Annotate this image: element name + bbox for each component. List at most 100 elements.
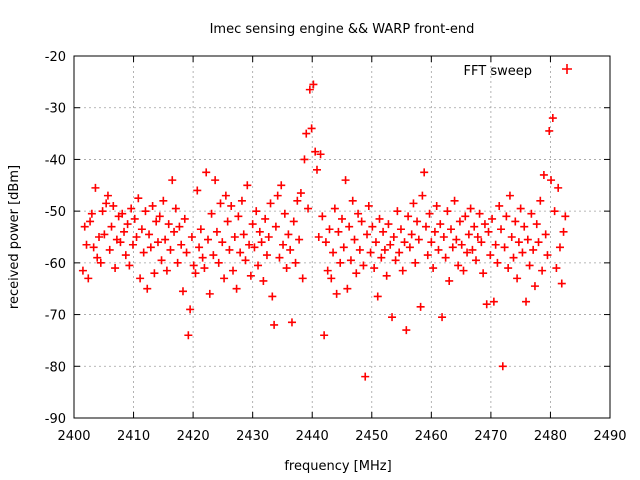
chart-title: Imec sensing engine && WARP front-end: [210, 22, 475, 37]
data-point: [289, 217, 298, 226]
data-point: [161, 235, 170, 244]
data-point: [325, 225, 334, 234]
data-point: [543, 251, 552, 260]
data-point: [318, 212, 327, 221]
data-point: [146, 243, 155, 252]
data-point: [480, 220, 489, 229]
data-point: [384, 220, 393, 229]
data-point: [530, 282, 539, 291]
data-point: [548, 114, 557, 123]
data-point: [109, 201, 118, 210]
data-point: [243, 181, 252, 190]
data-point: [277, 181, 286, 190]
data-point: [557, 279, 566, 288]
data-point: [502, 212, 511, 221]
y-tick-label: -30: [45, 102, 66, 117]
data-point: [366, 248, 375, 257]
data-point: [314, 233, 323, 241]
x-tick-label: 2470: [474, 429, 507, 444]
data-point: [302, 129, 311, 138]
legend-marker: [562, 64, 572, 74]
data-point: [143, 284, 152, 293]
data-point: [441, 253, 450, 262]
tick-label-layer: 2400 2410 2420 2430 2440 2450 2460 2470 2480 2490…: [45, 50, 627, 444]
data-point: [307, 124, 316, 133]
data-point: [368, 222, 377, 231]
data-point: [513, 274, 522, 283]
data-point: [107, 222, 116, 231]
data-point: [214, 258, 223, 267]
data-point: [78, 266, 87, 275]
data-point: [405, 243, 414, 252]
data-point: [220, 274, 229, 283]
x-tick-label: 2430: [236, 429, 269, 444]
data-point: [321, 238, 330, 247]
data-point: [216, 199, 225, 208]
data-point: [523, 235, 532, 244]
data-point: [375, 214, 384, 223]
data-point: [273, 191, 282, 200]
data-point: [204, 235, 212, 244]
data-point: [91, 183, 100, 192]
data-point: [309, 80, 318, 89]
data-point: [402, 326, 411, 335]
data-point: [427, 238, 436, 247]
data-point: [118, 209, 127, 218]
data-point: [95, 233, 104, 241]
data-point: [379, 227, 388, 236]
data-point: [246, 271, 255, 280]
data-point: [327, 274, 336, 283]
data-point: [184, 331, 193, 340]
y-tick-label: -20: [45, 50, 66, 65]
x-tick-label: 2410: [117, 429, 150, 444]
data-point: [552, 264, 561, 273]
data-point: [459, 266, 468, 275]
data-point: [382, 271, 391, 280]
data-point: [166, 245, 175, 254]
data-point: [237, 196, 246, 205]
data-point: [132, 233, 141, 241]
x-tick-label: 2400: [57, 429, 90, 444]
data-point: [232, 284, 241, 293]
data-point: [495, 201, 504, 210]
data-point: [116, 238, 125, 247]
data-point: [300, 155, 309, 164]
data-point: [388, 313, 397, 322]
y-tick-label: -70: [45, 309, 66, 324]
data-point: [409, 199, 418, 208]
data-point: [305, 85, 314, 94]
x-tick-label: 2440: [296, 429, 329, 444]
data-point: [153, 238, 162, 247]
data-point: [373, 292, 382, 301]
data-point: [361, 372, 370, 381]
data-point: [370, 264, 379, 273]
data-point: [350, 235, 359, 244]
data-point: [393, 207, 402, 216]
data-point: [150, 269, 159, 278]
data-point: [386, 240, 395, 249]
data-point: [159, 196, 168, 205]
data-point: [239, 230, 248, 239]
data-point: [162, 266, 171, 275]
data-point: [343, 284, 352, 293]
data-point: [420, 168, 429, 177]
data-point: [100, 230, 109, 239]
data-point: [559, 227, 568, 236]
data-point: [538, 266, 547, 275]
data-point: [520, 222, 529, 231]
data-point: [400, 238, 409, 247]
data-point: [486, 251, 495, 260]
data-point: [103, 191, 112, 200]
grid-layer: [74, 56, 610, 418]
data-point: [173, 258, 182, 267]
data-point: [137, 225, 146, 234]
data-point: [82, 240, 91, 249]
data-point: [270, 320, 279, 329]
data-point: [193, 186, 202, 195]
data-point: [443, 207, 452, 216]
data-point: [125, 261, 134, 270]
data-point: [339, 243, 348, 252]
data-point: [346, 256, 355, 265]
data-point: [418, 191, 427, 200]
data-point: [414, 235, 423, 244]
